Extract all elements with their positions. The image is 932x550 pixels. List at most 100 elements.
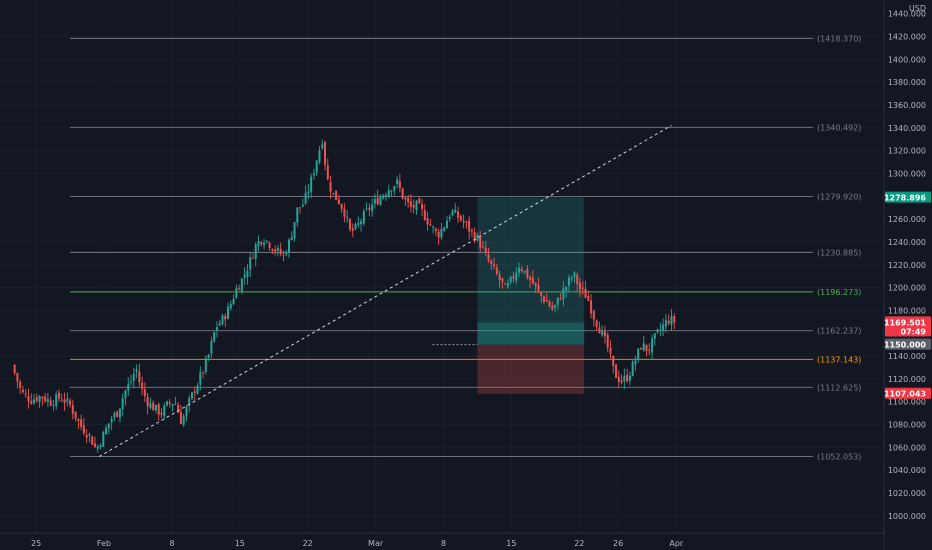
- candle-body: [429, 224, 432, 226]
- candle-body: [457, 211, 460, 218]
- candle-body: [354, 224, 357, 230]
- y-tick-label: 1340.000: [888, 124, 926, 133]
- candle-body: [307, 191, 310, 194]
- candle-body: [592, 311, 595, 320]
- candle-body: [287, 239, 290, 253]
- candle-body: [379, 197, 382, 205]
- candle-body: [631, 362, 634, 376]
- candle-body: [664, 320, 667, 327]
- candle-body: [257, 241, 260, 247]
- candle-body: [398, 181, 401, 189]
- candle-body: [185, 406, 188, 417]
- candle-body: [548, 301, 551, 307]
- candle-body: [340, 204, 343, 210]
- candle-body: [601, 330, 604, 336]
- candle-body: [567, 277, 570, 286]
- candle-body: [526, 268, 529, 279]
- price-badge: [885, 316, 931, 337]
- candle-body: [224, 316, 227, 320]
- candle-body: [426, 218, 429, 225]
- candle-body: [512, 276, 515, 279]
- candle-body: [179, 411, 182, 425]
- candle-body: [240, 278, 243, 292]
- candle-body: [365, 208, 368, 210]
- candle-body: [24, 393, 27, 395]
- candle-body: [404, 197, 407, 200]
- candle-body: [121, 397, 124, 410]
- candle-body: [598, 327, 601, 334]
- candle-body: [637, 348, 640, 360]
- candle-body: [285, 253, 288, 255]
- candle-body: [434, 228, 437, 231]
- price-badge-label: 1107.043: [884, 390, 926, 399]
- candle-body: [80, 419, 83, 427]
- candle-body: [274, 249, 277, 252]
- candle-body: [66, 398, 69, 402]
- time-axis[interactable]: 25 Feb 8 15 22 Mar 8 15 22 26 Apr: [0, 532, 884, 548]
- candle-body: [667, 320, 670, 324]
- candle-body: [69, 400, 72, 405]
- x-tick-label: 8: [169, 539, 174, 548]
- y-tick-label: 1360.000: [888, 101, 926, 110]
- candle-body: [587, 296, 590, 301]
- trendline[interactable]: [98, 125, 672, 457]
- candle-body: [235, 288, 238, 299]
- y-tick-label: 1120.000: [888, 375, 926, 384]
- candle-body: [343, 208, 346, 217]
- candle-body: [617, 376, 620, 382]
- candle-body: [628, 375, 631, 381]
- candle-body: [329, 181, 332, 192]
- price-axis[interactable]: USD 1000.000 1020.000 1040.000 1060.000 1080…: [883, 0, 932, 550]
- candle-body: [310, 176, 313, 192]
- candle-body: [490, 260, 493, 264]
- candle-body: [246, 270, 249, 277]
- candle-body: [38, 396, 41, 402]
- candle-body: [529, 277, 532, 280]
- candle-body: [107, 423, 110, 429]
- candle-body: [470, 229, 473, 232]
- candle-body: [254, 244, 257, 259]
- candle-body: [16, 373, 19, 382]
- candle-body: [451, 210, 454, 216]
- candle-body: [55, 394, 58, 406]
- candle-body: [415, 200, 418, 210]
- candle-body: [432, 226, 435, 228]
- candle-body: [221, 315, 224, 324]
- long-position-tool[interactable]: [432, 197, 585, 394]
- y-tick-label: 1240.000: [888, 238, 926, 247]
- fib-level-label: (1052.053): [817, 452, 861, 461]
- candle-body: [182, 416, 185, 426]
- y-tick-label: 1020.000: [888, 489, 926, 498]
- candle-body: [130, 381, 133, 383]
- candle-body: [540, 292, 543, 296]
- loss-zone[interactable]: [477, 344, 585, 394]
- candle-body: [60, 399, 63, 401]
- y-tick-label: 1140.000: [888, 352, 926, 361]
- candle-body: [27, 395, 30, 401]
- candle-body: [243, 274, 246, 278]
- fib-levels[interactable]: (1418.370) (1340.492) (1279.920) (1230.885)…: [70, 34, 861, 461]
- candle-body: [318, 150, 321, 163]
- x-tick-label: Apr: [669, 539, 684, 548]
- candle-body: [99, 445, 102, 448]
- candle-body: [160, 412, 163, 415]
- trendline-path[interactable]: [98, 125, 672, 457]
- candle-body: [49, 400, 52, 406]
- candle-body: [19, 381, 22, 388]
- candle-body: [149, 402, 152, 408]
- y-tick-label: 1040.000: [888, 466, 926, 475]
- candle-body: [515, 272, 518, 281]
- candle-body: [634, 360, 637, 365]
- candle-body: [113, 413, 116, 418]
- candle-body: [418, 198, 421, 204]
- profit-zone[interactable]: [477, 197, 585, 345]
- candle-body: [498, 274, 501, 280]
- candle-body: [382, 195, 385, 199]
- candle-body: [554, 305, 557, 308]
- candle-body: [360, 221, 363, 225]
- candle-body: [531, 277, 534, 284]
- candle-body: [648, 349, 651, 351]
